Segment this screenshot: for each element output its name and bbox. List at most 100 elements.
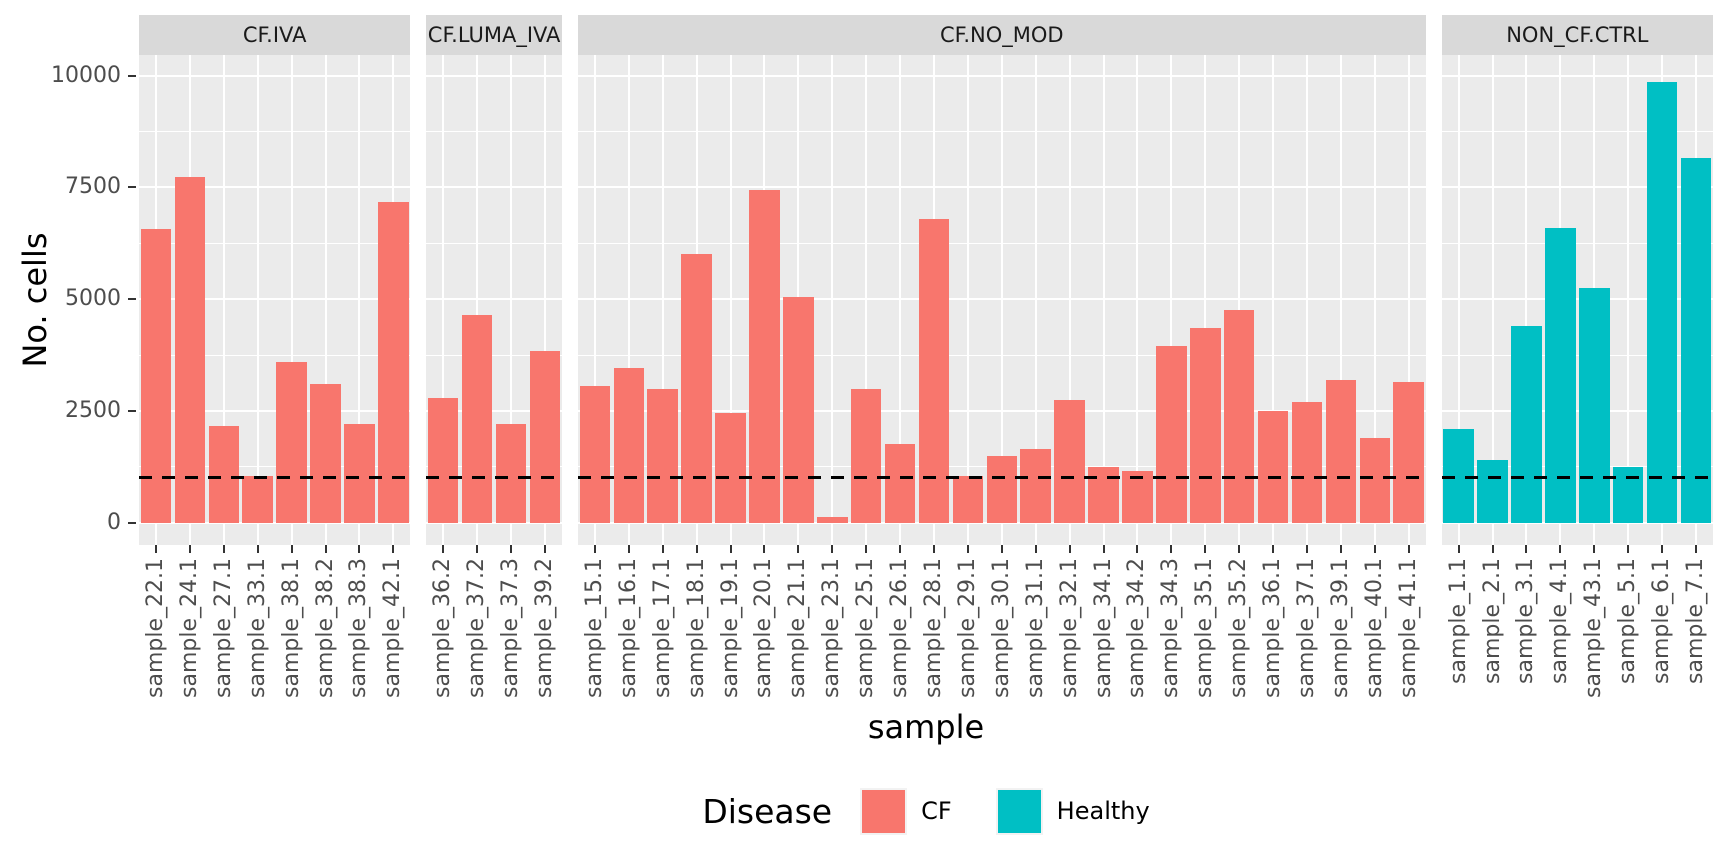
reference-line-1000 — [1441, 476, 1713, 480]
bar-sample_30.1 — [986, 455, 1018, 523]
x-category-label-sample_28.1: sample_28.1 — [921, 558, 946, 698]
bar-sample_7.1 — [1680, 158, 1712, 523]
bar-sample_27.1 — [208, 426, 240, 523]
x-category-label-sample_41.1: sample_41.1 — [1395, 558, 1421, 698]
x-tick-mark — [442, 545, 445, 553]
bar-sample_21.1 — [783, 296, 814, 523]
bar-sample_41.1 — [1393, 381, 1424, 523]
x-category-label-sample_33.1: sample_33.1 — [244, 558, 270, 698]
legend-swatch-Healthy — [997, 789, 1041, 833]
bar-sample_19.1 — [715, 413, 746, 523]
x-tick-mark — [510, 545, 513, 553]
legend-label: Healthy — [1056, 797, 1150, 825]
facet-panel-CF.NO_MOD — [577, 55, 1426, 545]
major-gridline-7500 — [1441, 186, 1713, 189]
y-tick-mark-2500 — [128, 409, 136, 412]
x-tick-mark — [695, 545, 698, 553]
facet-panel-CF.IVA — [139, 55, 411, 545]
x-tick-mark — [1136, 545, 1139, 553]
legend-swatch-CF — [862, 789, 906, 833]
bar-sample_34.1 — [1088, 466, 1119, 523]
minor-gridline-3750 — [426, 354, 562, 356]
major-gridline-2500 — [577, 409, 1426, 412]
legend-label: CF — [921, 797, 952, 825]
facet-strip-NON_CF.CTRL: NON_CF.CTRL — [1441, 15, 1713, 55]
facet-panel-NON_CF.CTRL — [1441, 55, 1713, 545]
x-tick-mark — [661, 545, 664, 553]
x-tick-mark — [358, 545, 361, 553]
x-tick-mark — [1034, 545, 1037, 553]
facet-strip-CF.NO_MOD: CF.NO_MOD — [577, 15, 1426, 55]
x-category-label-sample_31.1: sample_31.1 — [1022, 558, 1048, 698]
bar-sample_43.1 — [1579, 287, 1610, 523]
facet-panel-CF.LUMA_IVA — [426, 55, 562, 545]
x-category-label-sample_37.3: sample_37.3 — [498, 558, 524, 698]
bar-sample_32.1 — [1054, 399, 1085, 523]
x-tick-mark — [593, 545, 596, 553]
reference-line-1000 — [139, 476, 411, 480]
x-category-label-sample_36.1: sample_36.1 — [1260, 558, 1286, 698]
x-tick-mark — [1102, 545, 1105, 553]
bar-sample_20.1 — [749, 189, 780, 523]
x-category-label-sample_38.1: sample_38.1 — [278, 558, 304, 698]
bar-sample_40.1 — [1359, 437, 1391, 523]
major-gridline-10000 — [1441, 74, 1713, 77]
facet-strip-label: CF.NO_MOD — [940, 23, 1064, 47]
x-category-label-sample_37.1: sample_37.1 — [1294, 558, 1320, 698]
y-tick-label-7500: 7500 — [65, 174, 121, 200]
major-gridline-5000 — [1441, 298, 1713, 301]
x-tick-mark — [1661, 545, 1664, 553]
x-category-label-sample_42.1: sample_42.1 — [380, 558, 406, 698]
bar-sample_15.1 — [579, 386, 611, 523]
x-tick-mark — [865, 545, 868, 553]
x-tick-mark — [899, 545, 902, 553]
minor-gridline-8750 — [577, 130, 1426, 132]
x-category-label-sample_36.2: sample_36.2 — [430, 558, 456, 698]
major-gridline-10000 — [139, 74, 411, 77]
x-category-label-sample_21.1: sample_21.1 — [785, 558, 811, 698]
major-gridline-2500 — [139, 409, 411, 412]
bar-sample_2.1 — [1477, 460, 1508, 523]
major-gridline-0 — [426, 521, 562, 524]
facet-strip-label: CF.IVA — [242, 23, 307, 47]
minor-gridline-3750 — [139, 354, 411, 356]
major-gridline-10000 — [577, 74, 1426, 77]
minor-gridline-3750 — [1441, 354, 1713, 356]
x-category-label-sample_24.1: sample_24.1 — [176, 558, 202, 698]
x-category-label-sample_7.1: sample_7.1 — [1683, 558, 1709, 684]
minor-gridline-8750 — [139, 130, 411, 132]
x-category-label-sample_43.1: sample_43.1 — [1581, 558, 1607, 698]
bar-sample_25.1 — [850, 388, 882, 523]
x-category-label-sample_1.1: sample_1.1 — [1445, 558, 1471, 684]
bar-sample_35.1 — [1190, 328, 1221, 523]
bar-sample_1.1 — [1443, 428, 1474, 523]
x-tick-mark — [222, 545, 225, 553]
x-tick-mark — [1373, 545, 1376, 553]
x-category-label-sample_38.2: sample_38.2 — [312, 558, 338, 698]
x-category-label-sample_40.1: sample_40.1 — [1361, 558, 1387, 698]
x-category-label-sample_17.1: sample_17.1 — [649, 558, 675, 698]
minor-gridline-1250 — [1441, 466, 1713, 468]
bar-sample_6.1 — [1646, 82, 1678, 523]
x-tick-mark — [324, 545, 327, 553]
facet-strip-CF.IVA: CF.IVA — [139, 15, 411, 55]
x-category-label-sample_20.1: sample_20.1 — [751, 558, 777, 698]
bar-sample_17.1 — [647, 388, 678, 523]
bar-sample_38.3 — [344, 424, 375, 523]
minor-gridline-6250 — [426, 242, 562, 244]
x-tick-mark — [763, 545, 766, 553]
x-category-label-sample_38.3: sample_38.3 — [346, 558, 372, 698]
x-category-label-sample_4.1: sample_4.1 — [1547, 558, 1573, 684]
x-category-label-sample_37.2: sample_37.2 — [464, 558, 490, 698]
minor-gridline-8750 — [426, 130, 562, 132]
bar-sample_34.2 — [1122, 471, 1153, 523]
x-tick-mark — [729, 545, 732, 553]
x-category-label-sample_35.1: sample_35.1 — [1192, 558, 1218, 698]
major-gridline-0 — [577, 521, 1426, 524]
x-tick-mark — [1695, 545, 1698, 553]
x-category-label-sample_5.1: sample_5.1 — [1615, 558, 1641, 684]
bar-sample_39.1 — [1325, 379, 1357, 523]
bar-sample_31.1 — [1020, 448, 1051, 523]
bar-sample_37.1 — [1291, 401, 1323, 523]
x-category-label-sample_23.1: sample_23.1 — [819, 558, 845, 698]
